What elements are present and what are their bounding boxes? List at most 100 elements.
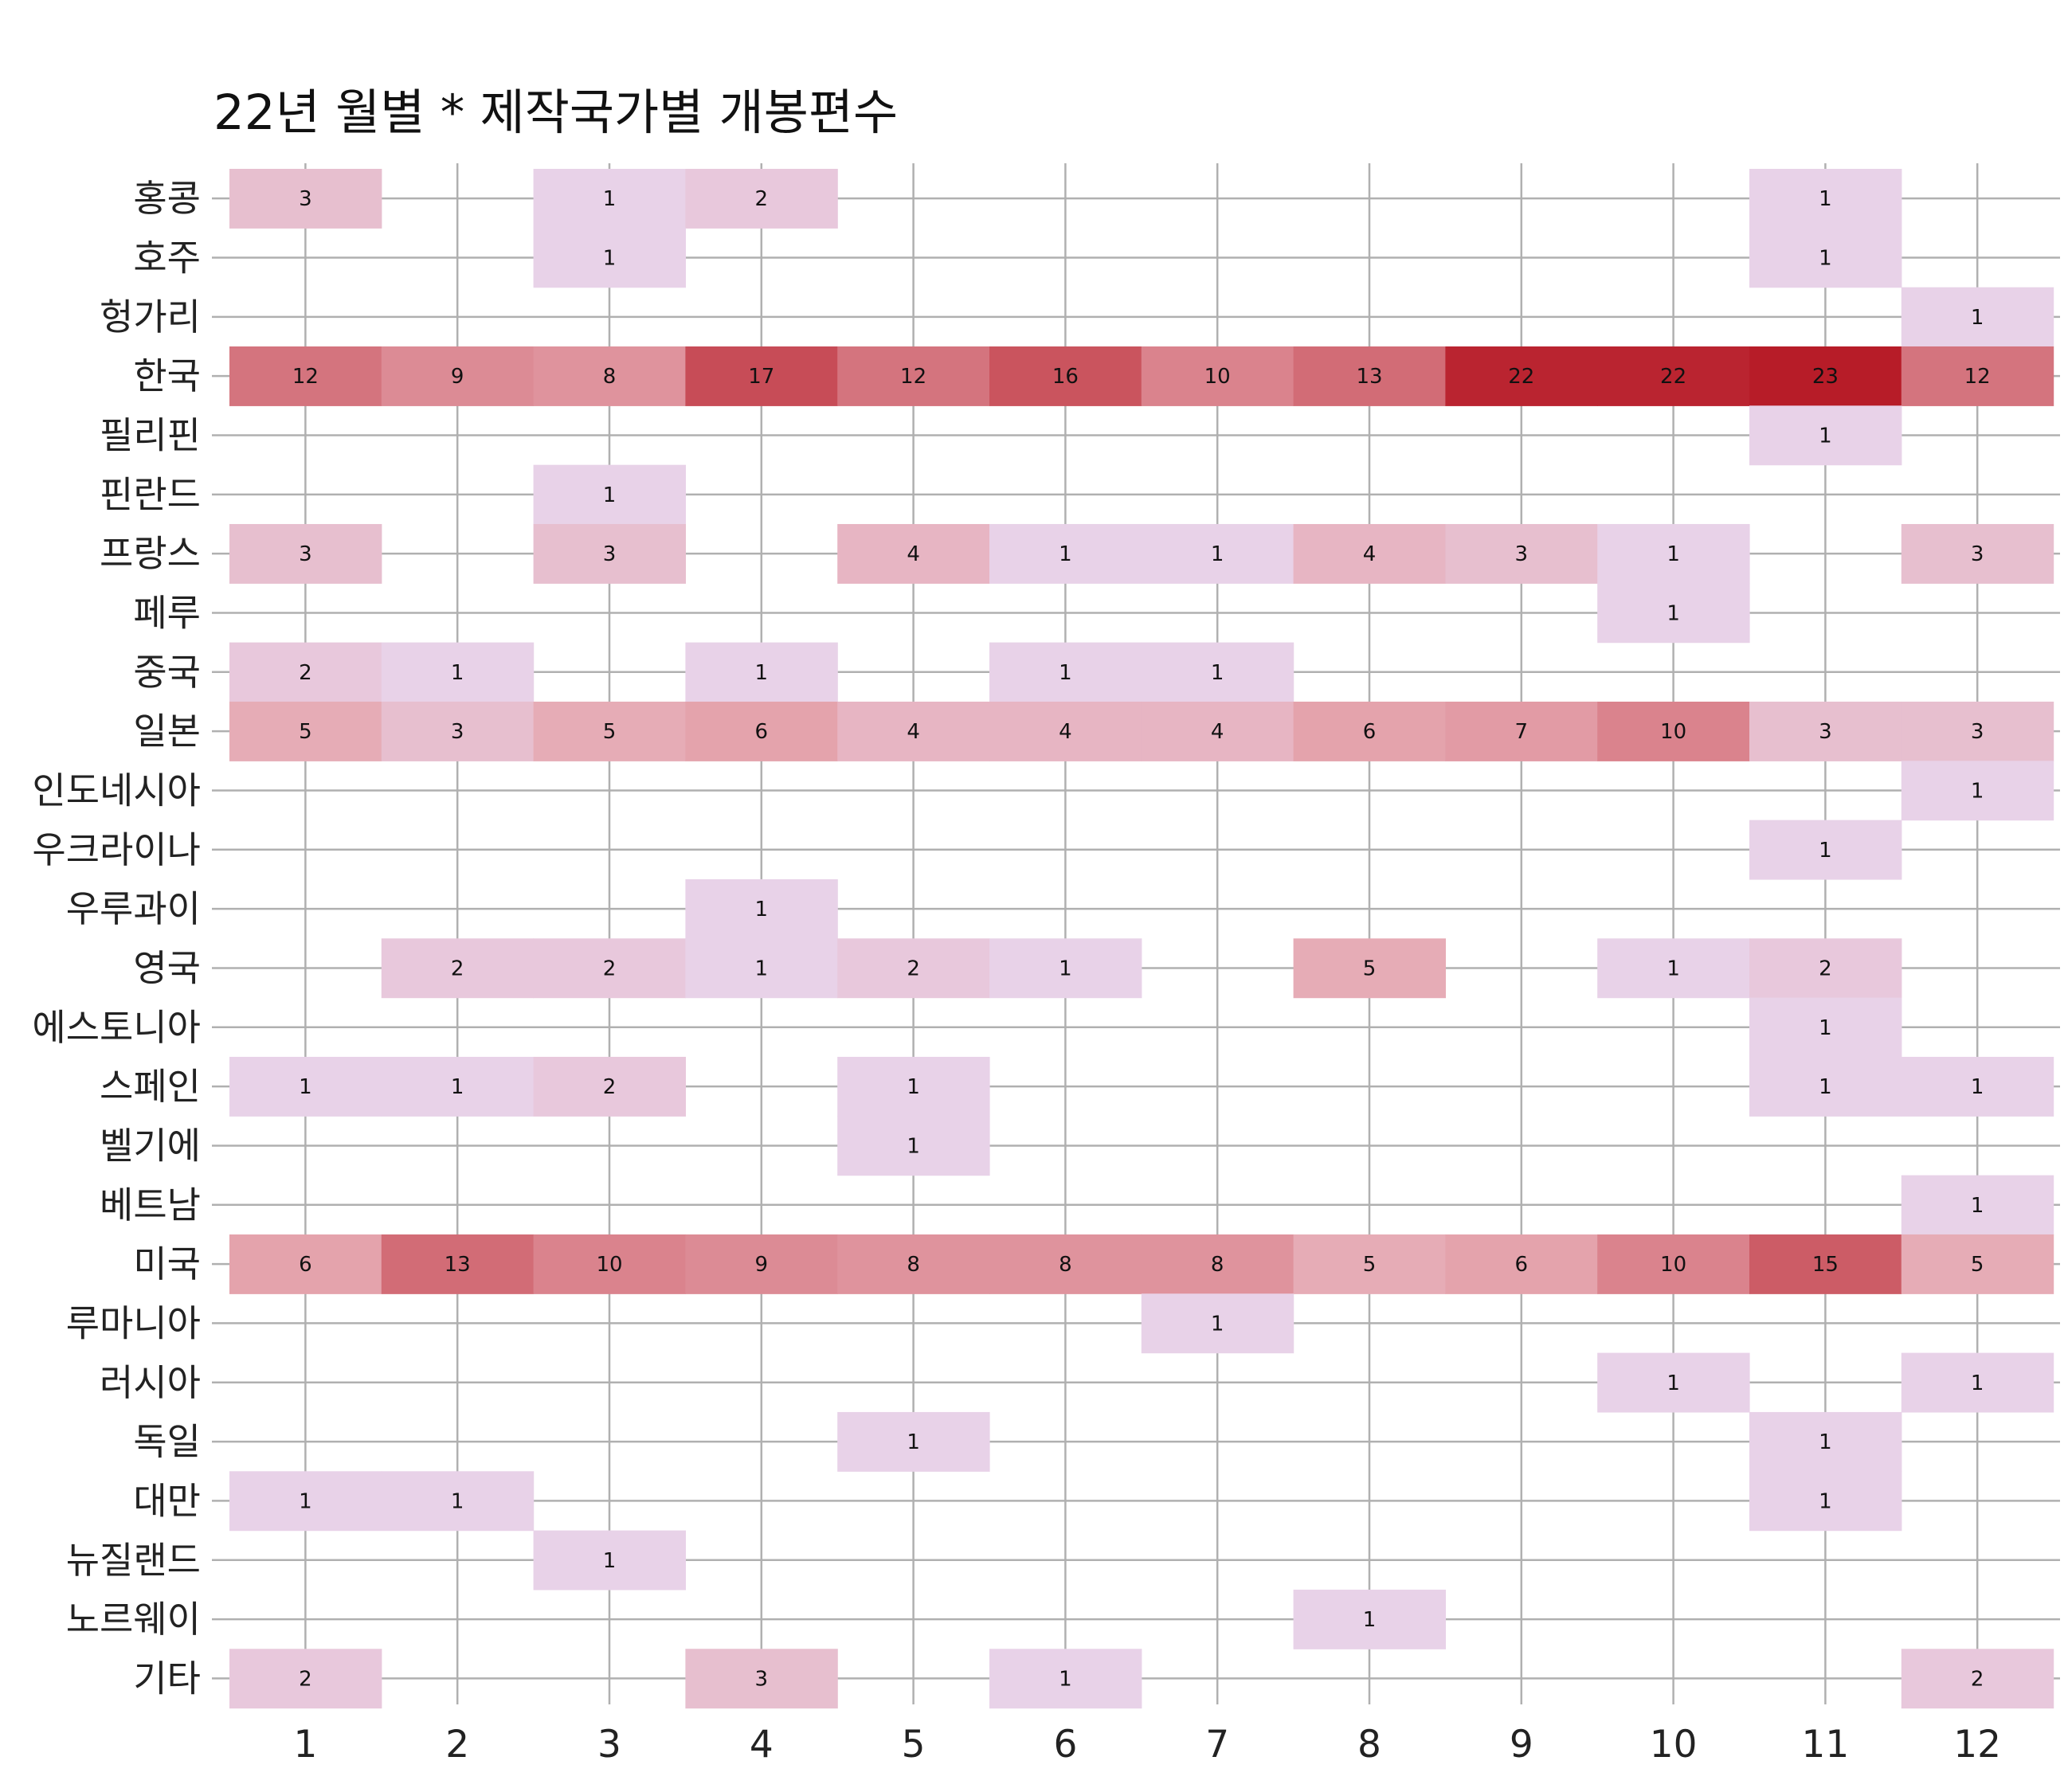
- cell-value-label: 5: [603, 720, 617, 744]
- x-tick-label: 10: [1650, 1723, 1698, 1767]
- cell-value-label: 3: [451, 720, 464, 744]
- cell-value-label: 1: [1971, 1371, 1984, 1395]
- cell-value-label: 1: [907, 1075, 920, 1099]
- cell-value-label: 12: [900, 365, 926, 389]
- cell-value-label: 1: [451, 1489, 464, 1513]
- cell-value-label: 1: [1819, 187, 1832, 211]
- heatmap-cell: [533, 1234, 686, 1294]
- heatmap-cell: [685, 346, 838, 406]
- heatmap-cell: [1749, 820, 1902, 880]
- y-tick-label: 헝가리: [100, 295, 201, 338]
- cell-value-label: 1: [1819, 424, 1832, 448]
- cell-value-label: 23: [1812, 365, 1839, 389]
- cell-value-label: 1: [1819, 246, 1832, 270]
- cell-value-label: 1: [1667, 957, 1680, 980]
- cell-value-label: 8: [603, 365, 617, 389]
- heatmap-cell: [533, 228, 686, 288]
- y-tick-label: 호주: [133, 236, 201, 279]
- cell-value-label: 17: [748, 365, 774, 389]
- heatmap-cell: [1141, 642, 1294, 702]
- x-tick-label: 4: [750, 1723, 774, 1767]
- cell-value-label: 10: [596, 1253, 622, 1277]
- heatmap-cell: [533, 1056, 686, 1117]
- cell-value-label: 1: [1059, 661, 1072, 685]
- heatmap-cell: [229, 1056, 382, 1117]
- heatmap-cell: [1141, 701, 1294, 761]
- heatmap-cell: [837, 938, 990, 999]
- heatmap-cell: [989, 346, 1142, 406]
- cell-value-label: 1: [907, 1134, 920, 1158]
- heatmap-cell: [1597, 346, 1750, 406]
- heatmap-cell: [1749, 405, 1902, 466]
- heatmap-cell: [1141, 1293, 1294, 1354]
- y-tick-label: 대만: [133, 1479, 201, 1522]
- cell-value-label: 1: [1819, 1489, 1832, 1513]
- cell-value-label: 1: [1819, 1430, 1832, 1454]
- heatmap-cell: [1597, 1234, 1750, 1294]
- cell-value-label: 4: [907, 720, 920, 744]
- cell-layer: [229, 169, 2054, 1709]
- x-tick-label: 7: [1205, 1723, 1229, 1767]
- cell-value-label: 1: [603, 187, 617, 211]
- heatmap-cell: [685, 938, 838, 999]
- heatmap-cell: [1749, 228, 1902, 288]
- heatmap-cell: [837, 1411, 990, 1472]
- heatmap-cell: [533, 701, 686, 761]
- cell-value-label: 3: [603, 542, 617, 566]
- y-tick-label: 뉴질랜드: [66, 1539, 201, 1582]
- x-tick-label: 12: [1953, 1723, 2001, 1767]
- cell-value-label: 15: [1812, 1253, 1839, 1277]
- cell-value-label: 1: [1971, 779, 1984, 803]
- cell-value-label: 5: [299, 720, 312, 744]
- heatmap-cell: [1445, 346, 1598, 406]
- cell-value-label: 12: [1964, 365, 1991, 389]
- cell-value-label: 4: [1363, 542, 1377, 566]
- cell-value-label: 1: [1059, 957, 1072, 980]
- cell-value-label: 1: [1363, 1608, 1377, 1632]
- heatmap-cell: [1901, 1056, 2054, 1117]
- heatmap-cell: [1901, 346, 2054, 406]
- cell-value-label: 1: [451, 1075, 464, 1099]
- cell-value-label: 1: [1819, 1016, 1832, 1040]
- cell-value-label: 22: [1508, 365, 1534, 389]
- heatmap-cell: [1141, 1234, 1294, 1294]
- heatmap-cell: [1901, 287, 2054, 347]
- y-tick-label: 루마니아: [66, 1301, 201, 1344]
- heatmap-cell: [685, 1649, 838, 1709]
- y-tick-label: 에스토니아: [32, 1006, 201, 1049]
- heatmap-cell: [533, 464, 686, 525]
- heatmap-cell: [837, 1056, 990, 1117]
- heatmap-cell: [1901, 1649, 2054, 1709]
- heatmap-cell: [533, 523, 686, 584]
- cell-value-label: 1: [1667, 601, 1680, 625]
- heatmap-cell: [229, 1234, 382, 1294]
- heatmap-cell: [229, 169, 382, 229]
- cell-value-label: 1: [755, 898, 769, 921]
- y-tick-label: 핀란드: [100, 473, 201, 516]
- heatmap-cell: [381, 1056, 535, 1117]
- heatmap-cell: [1597, 701, 1750, 761]
- cell-value-label: 3: [1971, 542, 1984, 566]
- cell-value-label: 1: [299, 1075, 312, 1099]
- heatmap-cell: [1749, 1411, 1902, 1472]
- cell-value-label: 2: [451, 957, 464, 980]
- cell-value-label: 8: [1059, 1253, 1072, 1277]
- cell-value-label: 2: [603, 957, 617, 980]
- x-tick-label: 1: [293, 1723, 317, 1767]
- heatmap-cell: [1749, 997, 1902, 1058]
- heatmap-cell: [1445, 523, 1598, 584]
- y-tick-label: 스페인: [100, 1065, 201, 1108]
- y-tick-label: 필리핀: [100, 413, 201, 456]
- y-tick-label: 중국: [133, 651, 201, 694]
- cell-value-label: 1: [1211, 542, 1224, 566]
- cell-value-label: 1: [1211, 661, 1224, 685]
- cell-value-label: 13: [1356, 365, 1382, 389]
- cell-value-label: 1: [1059, 1667, 1072, 1691]
- cell-value-label: 3: [1515, 542, 1529, 566]
- heatmap-cell: [1445, 1234, 1598, 1294]
- heatmap-cell: [533, 938, 686, 999]
- heatmap-cell: [1293, 346, 1446, 406]
- y-tick-label: 페루: [133, 591, 201, 634]
- y-tick-label: 우루과이: [66, 887, 201, 930]
- cell-value-label: 1: [907, 1430, 920, 1454]
